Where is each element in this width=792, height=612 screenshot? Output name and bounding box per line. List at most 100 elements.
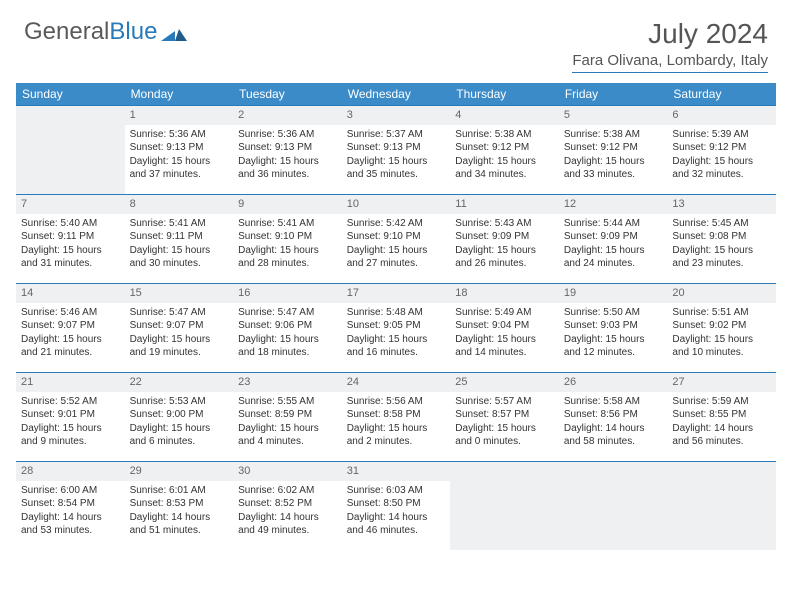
day-info: Sunset: 8:56 PM: [564, 408, 663, 422]
day-info: Daylight: 15 hours and 16 minutes.: [347, 333, 446, 360]
day-cell: 12 Sunrise: 5:44 AMSunset: 9:09 PMDayligh…: [559, 195, 668, 283]
day-cell: 8Sunrise: 5:41 AMSunset: 9:11 PMDaylight…: [125, 195, 234, 283]
day-info: Sunrise: 6:02 AM: [238, 484, 337, 498]
week-row: 28Sunrise: 6:00 AMSunset: 8:54 PMDayligh…: [16, 461, 776, 550]
day-info: Daylight: 15 hours and 19 minutes.: [130, 333, 229, 360]
day-number: 7: [16, 195, 125, 214]
day-info: Sunset: 9:10 PM: [347, 230, 446, 244]
day-cell: 16Sunrise: 5:47 AMSunset: 9:06 PMDayligh…: [233, 284, 342, 372]
day-info: Sunset: 9:13 PM: [347, 141, 446, 155]
day-info: Sunset: 8:55 PM: [672, 408, 771, 422]
day-info: Sunrise: 5:41 AM: [238, 217, 337, 231]
day-number: 29: [125, 462, 234, 481]
day-info: Daylight: 15 hours and 34 minutes.: [455, 155, 554, 182]
day-number: 8: [125, 195, 234, 214]
day-info: Sunset: 9:13 PM: [130, 141, 229, 155]
day-info: Sunrise: 5:37 AM: [347, 128, 446, 142]
day-cell: [667, 462, 776, 550]
day-info: Sunset: 9:08 PM: [672, 230, 771, 244]
day-info: Sunset: 9:02 PM: [672, 319, 771, 333]
day-info: Sunset: 8:53 PM: [130, 497, 229, 511]
day-number: 13: [667, 195, 776, 214]
day-info: Sunrise: 5:39 AM: [672, 128, 771, 142]
day-info: Sunset: 9:12 PM: [564, 141, 663, 155]
day-info: Daylight: 15 hours and 35 minutes.: [347, 155, 446, 182]
day-info: Sunset: 8:58 PM: [347, 408, 446, 422]
day-info: Sunrise: 5:49 AM: [455, 306, 554, 320]
day-header: Tuesday: [233, 83, 342, 105]
day-info: Sunset: 9:09 PM: [455, 230, 554, 244]
day-info: Daylight: 15 hours and 23 minutes.: [672, 244, 771, 271]
day-info: Daylight: 15 hours and 27 minutes.: [347, 244, 446, 271]
day-number: 31: [342, 462, 451, 481]
day-info: Sunset: 9:09 PM: [564, 230, 663, 244]
day-info: Sunrise: 5:40 AM: [21, 217, 120, 231]
day-header: Sunday: [16, 83, 125, 105]
day-info: Daylight: 14 hours and 58 minutes.: [564, 422, 663, 449]
day-number: 24: [342, 373, 451, 392]
day-cell: 9Sunrise: 5:41 AMSunset: 9:10 PMDaylight…: [233, 195, 342, 283]
day-info: Sunrise: 5:42 AM: [347, 217, 446, 231]
day-number: 30: [233, 462, 342, 481]
day-info: Sunset: 9:01 PM: [21, 408, 120, 422]
day-info: Sunset: 9:06 PM: [238, 319, 337, 333]
day-number: 25: [450, 373, 559, 392]
day-info: Sunset: 9:07 PM: [130, 319, 229, 333]
day-info: Sunrise: 5:57 AM: [455, 395, 554, 409]
day-cell: 24Sunrise: 5:56 AMSunset: 8:58 PMDayligh…: [342, 373, 451, 461]
day-info: Sunset: 9:03 PM: [564, 319, 663, 333]
day-cell: 1Sunrise: 5:36 AMSunset: 9:13 PMDaylight…: [125, 106, 234, 194]
day-info: Sunrise: 5:47 AM: [238, 306, 337, 320]
day-info: Daylight: 15 hours and 2 minutes.: [347, 422, 446, 449]
logo-text-1: General: [24, 18, 109, 46]
day-cell: 18Sunrise: 5:49 AMSunset: 9:04 PMDayligh…: [450, 284, 559, 372]
day-cell: 20Sunrise: 5:51 AMSunset: 9:02 PMDayligh…: [667, 284, 776, 372]
day-info: Sunrise: 5:44 AM: [564, 217, 663, 231]
day-number: 12: [559, 195, 668, 214]
day-number: 17: [342, 284, 451, 303]
day-info: Sunset: 9:07 PM: [21, 319, 120, 333]
day-cell: 21Sunrise: 5:52 AMSunset: 9:01 PMDayligh…: [16, 373, 125, 461]
day-info: Sunrise: 5:36 AM: [130, 128, 229, 142]
day-cell: [450, 462, 559, 550]
day-info: Daylight: 15 hours and 0 minutes.: [455, 422, 554, 449]
day-info: Daylight: 15 hours and 28 minutes.: [238, 244, 337, 271]
day-info: Sunrise: 5:50 AM: [564, 306, 663, 320]
day-cell: 27Sunrise: 5:59 AMSunset: 8:55 PMDayligh…: [667, 373, 776, 461]
day-info: Sunrise: 6:03 AM: [347, 484, 446, 498]
day-info: Daylight: 15 hours and 9 minutes.: [21, 422, 120, 449]
day-info: Sunset: 9:10 PM: [238, 230, 337, 244]
day-info: Sunrise: 6:01 AM: [130, 484, 229, 498]
day-info: Daylight: 14 hours and 56 minutes.: [672, 422, 771, 449]
day-cell: 29Sunrise: 6:01 AMSunset: 8:53 PMDayligh…: [125, 462, 234, 550]
day-info: Daylight: 15 hours and 21 minutes.: [21, 333, 120, 360]
day-header: Wednesday: [342, 83, 451, 105]
day-cell: [559, 462, 668, 550]
week-row: 1Sunrise: 5:36 AMSunset: 9:13 PMDaylight…: [16, 105, 776, 194]
day-info: Daylight: 15 hours and 24 minutes.: [564, 244, 663, 271]
day-info: Sunset: 8:59 PM: [238, 408, 337, 422]
day-cell: 23Sunrise: 5:55 AMSunset: 8:59 PMDayligh…: [233, 373, 342, 461]
day-number: 14: [16, 284, 125, 303]
week-row: 7 Sunrise: 5:40 AMSunset: 9:11 PM Daylight…: [16, 194, 776, 283]
day-cell: 14 Sunrise: 5:46 AMSunset: 9:07 PMDayligh…: [16, 284, 125, 372]
week-row: 21Sunrise: 5:52 AMSunset: 9:01 PMDayligh…: [16, 372, 776, 461]
day-info: Sunrise: 5:46 AM: [21, 306, 120, 320]
day-info: Daylight: 15 hours and 32 minutes.: [672, 155, 771, 182]
day-info: Sunset: 9:13 PM: [238, 141, 337, 155]
day-number: 18: [450, 284, 559, 303]
day-cell: 13Sunrise: 5:45 AMSunset: 9:08 PMDayligh…: [667, 195, 776, 283]
day-info: Sunset: 8:50 PM: [347, 497, 446, 511]
day-info: Daylight: 15 hours and 26 minutes.: [455, 244, 554, 271]
day-number: 28: [16, 462, 125, 481]
day-number: 5: [559, 106, 668, 125]
day-info: Sunrise: 5:53 AM: [130, 395, 229, 409]
day-info: Sunrise: 5:36 AM: [238, 128, 337, 142]
day-info: Sunrise: 5:47 AM: [130, 306, 229, 320]
day-info: Sunset: 9:11 PM: [21, 230, 120, 244]
logo-icon: [161, 23, 187, 41]
day-cell: 31Sunrise: 6:03 AMSunset: 8:50 PMDayligh…: [342, 462, 451, 550]
day-cell: 30Sunrise: 6:02 AMSunset: 8:52 PMDayligh…: [233, 462, 342, 550]
day-info: Sunrise: 5:48 AM: [347, 306, 446, 320]
day-info: Sunset: 8:54 PM: [21, 497, 120, 511]
